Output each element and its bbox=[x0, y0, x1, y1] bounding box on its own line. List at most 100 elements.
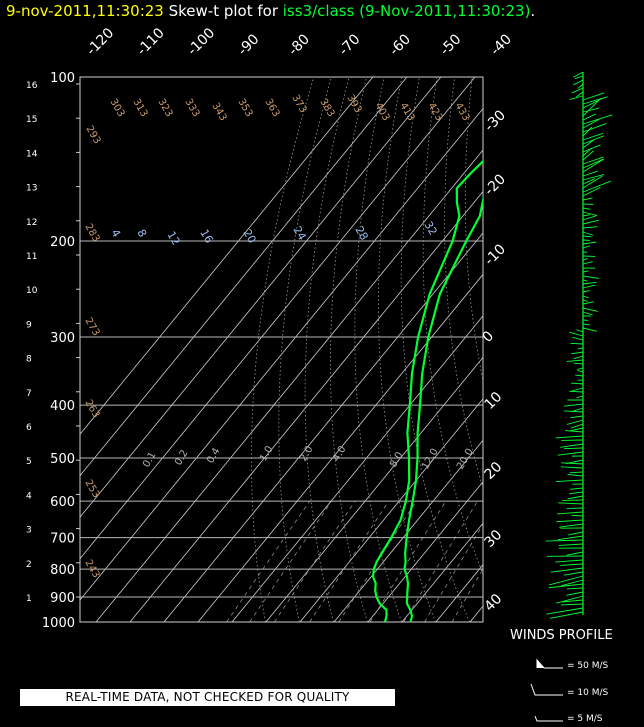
isotherm-line bbox=[538, 77, 644, 622]
pressure-tick-label: 400 bbox=[50, 399, 75, 414]
dry-adiabat-line bbox=[595, 77, 644, 622]
wind-barb bbox=[570, 415, 584, 419]
dry-adiabat-label: 423 bbox=[425, 101, 444, 123]
title-source: iss3/class (9-Nov-2011,11:30:23) bbox=[282, 2, 531, 20]
mixing-ratio-label: 32 bbox=[421, 219, 439, 238]
dry-adiabat-line bbox=[578, 77, 644, 622]
dry-adiabat-label: 273 bbox=[82, 316, 101, 338]
isotherm-line bbox=[197, 273, 483, 622]
wind-barb bbox=[559, 523, 584, 528]
wind-barb bbox=[582, 178, 596, 185]
temperature-tick-label: -120 bbox=[84, 25, 118, 59]
dry-adiabat-label: 363 bbox=[262, 97, 281, 119]
wind-barb bbox=[574, 75, 584, 80]
wind-barb bbox=[558, 502, 584, 505]
wind-barb bbox=[560, 603, 584, 606]
wind-barb bbox=[582, 290, 590, 293]
isotherm-line bbox=[435, 564, 483, 622]
mixing-ratio-label: 12 bbox=[164, 229, 182, 248]
wind-barb bbox=[582, 186, 601, 197]
wind-barb bbox=[562, 599, 584, 603]
pressure-tick-label: 500 bbox=[50, 452, 75, 467]
mixing-ratio-line bbox=[424, 523, 483, 622]
dry-adiabat-line bbox=[330, 77, 368, 622]
temperature-tick-label: 20 bbox=[482, 459, 506, 483]
wind-barb bbox=[582, 327, 598, 332]
wind-barb bbox=[575, 91, 584, 98]
wind-barb bbox=[563, 410, 584, 413]
wind-barb bbox=[557, 511, 584, 515]
height-tick-label: 10 bbox=[26, 286, 38, 296]
wind-barb bbox=[571, 351, 584, 355]
dry-adiabat-label: 393 bbox=[344, 93, 363, 115]
isotherm-line bbox=[80, 77, 408, 477]
wind-legend-barb-5 bbox=[534, 715, 563, 722]
wind-barb bbox=[571, 514, 584, 517]
height-tick-label: 2 bbox=[26, 560, 32, 570]
wind-barb bbox=[560, 466, 584, 469]
isotherm-line bbox=[265, 356, 483, 622]
wind-barb bbox=[582, 139, 595, 149]
temperature-tick-label: -100 bbox=[185, 25, 219, 59]
wind-barb bbox=[582, 98, 601, 117]
dry-adiabat-line bbox=[377, 77, 436, 622]
wind-barb bbox=[566, 551, 584, 556]
isotherm-line bbox=[95, 149, 483, 622]
dry-adiabat-label: 263 bbox=[82, 398, 101, 420]
height-tick-label: 14 bbox=[26, 149, 38, 159]
mixing-ratio-line bbox=[274, 500, 356, 622]
pressure-tick-label: 100 bbox=[50, 71, 75, 86]
pressure-tick-label: 1000 bbox=[42, 616, 75, 631]
wind-barb bbox=[563, 571, 584, 576]
wind-barb bbox=[582, 275, 600, 279]
height-tick-label: 15 bbox=[26, 115, 37, 125]
wind-barb bbox=[570, 342, 584, 345]
wind-barb bbox=[571, 382, 584, 385]
saturation-label: 2.0 bbox=[298, 444, 315, 463]
temperature-tick-label: 0 bbox=[480, 328, 498, 346]
temperature-tick-label: -60 bbox=[387, 31, 414, 58]
wind-barb bbox=[570, 387, 584, 392]
temperature-tick-label: 10 bbox=[482, 389, 506, 413]
dry-adiabat-line bbox=[631, 77, 644, 622]
wind-barb bbox=[582, 219, 599, 225]
dry-adiabat-label: 323 bbox=[155, 97, 174, 119]
wind-barb bbox=[550, 567, 584, 573]
wind-barb bbox=[582, 258, 588, 261]
mixing-ratio-line bbox=[309, 500, 390, 622]
wind-barb bbox=[582, 235, 592, 238]
height-tick-label: 13 bbox=[26, 184, 37, 194]
wind-barb bbox=[577, 347, 584, 350]
dry-adiabat-label: 253 bbox=[82, 478, 101, 500]
wind-barb bbox=[582, 279, 588, 282]
height-tick-label: 8 bbox=[26, 355, 32, 365]
wind-barb bbox=[582, 281, 597, 285]
wind-barb bbox=[582, 207, 591, 210]
wind-barb bbox=[577, 367, 584, 370]
height-tick-label: 11 bbox=[26, 252, 37, 262]
title-timestamp: 9-nov-2011,11:30:23 bbox=[6, 2, 164, 20]
temperature-tick-label: -80 bbox=[286, 31, 313, 58]
wind-barb bbox=[573, 355, 584, 360]
wind-legend-5: = 5 M/S bbox=[567, 714, 603, 724]
wind-barb bbox=[582, 211, 597, 216]
title-suffix: . bbox=[530, 2, 536, 20]
wind-barb bbox=[556, 519, 584, 523]
dry-adiabat-line bbox=[613, 77, 644, 622]
wind-barb bbox=[569, 487, 584, 490]
wind-barb bbox=[582, 132, 604, 141]
wind-barb bbox=[582, 270, 589, 273]
mixing-ratio-line bbox=[369, 500, 447, 622]
wind-barb bbox=[571, 87, 584, 94]
temperature-tick-label: 40 bbox=[482, 591, 506, 615]
wind-barb bbox=[569, 491, 584, 495]
wind-barb bbox=[582, 197, 593, 201]
height-tick-label: 7 bbox=[26, 389, 32, 399]
isotherm-line bbox=[80, 107, 483, 601]
wind-barb bbox=[563, 447, 584, 450]
temperature-tick-label: -90 bbox=[235, 31, 262, 58]
wind-barb bbox=[558, 543, 584, 546]
wind-barb bbox=[582, 158, 605, 169]
pressure-tick-label: 300 bbox=[50, 331, 75, 346]
